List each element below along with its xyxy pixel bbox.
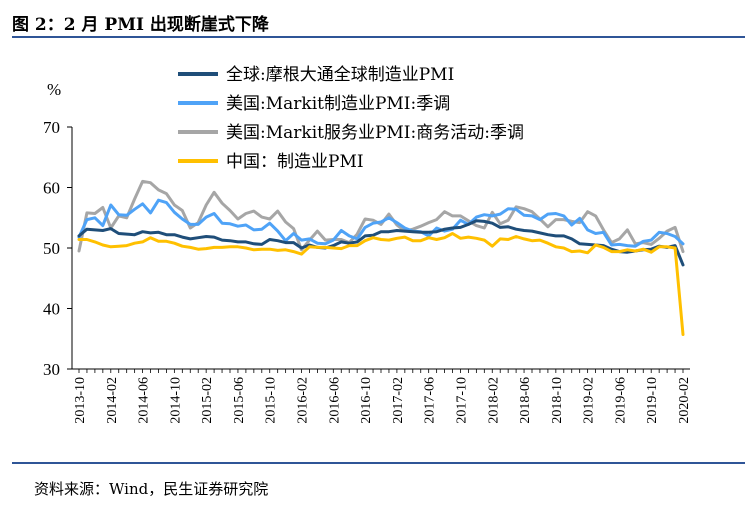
x-tick-label: 2014-02: [105, 377, 120, 424]
x-tick-label: 2014-06: [137, 377, 152, 424]
x-tick-label: 2016-06: [327, 377, 342, 424]
series-line-2: [77, 179, 685, 254]
x-tick-label: 2015-06: [232, 377, 247, 424]
legend-label-2: 美国:Markit服务业PMI:商务活动:季调: [226, 123, 524, 143]
x-tick-label: 2018-10: [550, 377, 565, 424]
legend-label-1: 美国:Markit制造业PMI:季调: [226, 94, 450, 114]
x-tick-label: 2019-06: [613, 377, 628, 424]
series-line-1: [77, 198, 685, 248]
figure-title: 图 2：2 月 PMI 出现断崖式下降: [12, 15, 269, 35]
x-tick-label: 2019-10: [645, 377, 660, 424]
y-tick-label: 30: [43, 360, 60, 379]
x-tick-label: 2017-10: [454, 377, 469, 424]
x-tick-label: 2013-10: [73, 377, 88, 424]
x-tick-label: 2016-02: [296, 377, 311, 424]
source-bar: 资料来源：Wind，民生证券研究院: [12, 462, 745, 508]
x-tick-label: 2020-02: [677, 377, 692, 424]
series-line-0: [77, 219, 685, 267]
legend-label-0: 全球:摩根大通全球制造业PMI: [226, 65, 454, 85]
y-tick-label: 70: [43, 118, 60, 137]
x-tick-label: 2018-02: [486, 377, 501, 424]
x-tick-label: 2019-02: [582, 377, 597, 424]
y-axis-unit-label: %: [47, 80, 61, 99]
x-tick-label: 2014-10: [168, 377, 183, 424]
x-tick-label: 2018-06: [518, 377, 533, 424]
x-tick-label: 2015-02: [200, 377, 215, 424]
figure-title-bar: 图 2：2 月 PMI 出现断崖式下降: [12, 6, 745, 38]
x-tick-label: 2017-02: [391, 377, 406, 424]
x-tick-label: 2016-10: [359, 377, 374, 424]
series-line-3: [77, 232, 685, 336]
x-tick-label: 2017-06: [423, 377, 438, 424]
source-note: 资料来源：Wind，民生证券研究院: [34, 480, 269, 498]
y-tick-label: 60: [43, 179, 60, 198]
legend-label-3: 中国：制造业PMI: [226, 152, 364, 172]
y-tick-label: 40: [43, 300, 60, 319]
y-tick-label: 50: [43, 239, 60, 258]
x-tick-label: 2015-10: [264, 377, 279, 424]
